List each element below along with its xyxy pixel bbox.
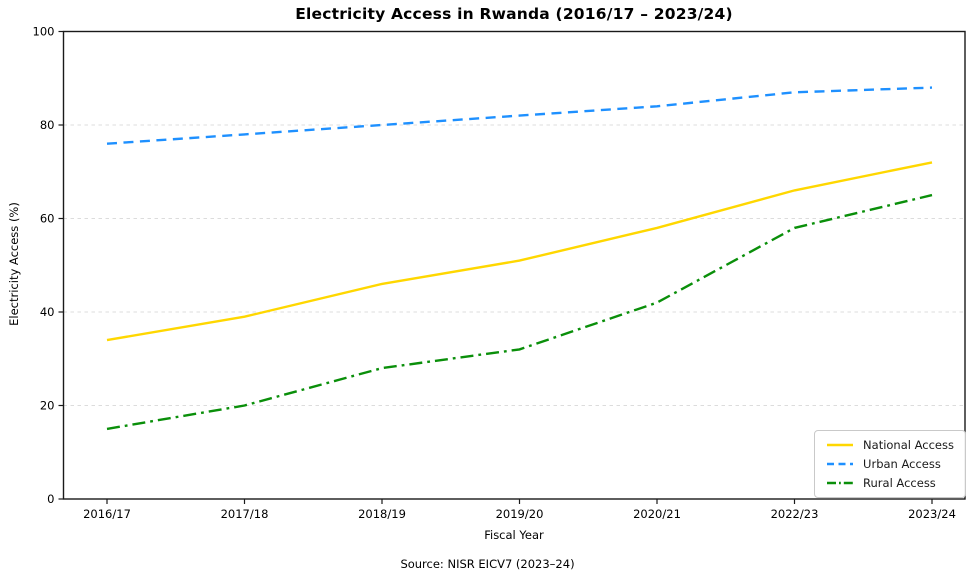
rural-access-line: [106, 193, 933, 431]
source-note: Source: NISR EICV7 (2023–24): [400, 557, 575, 571]
legend-line-sample-national: [827, 443, 854, 447]
y-axis-label: Electricity Access (%): [7, 202, 21, 326]
y-tick-label: 80: [40, 118, 55, 132]
x-tick-label: 2019/20: [496, 507, 544, 521]
x-tick-label: 2017/18: [221, 507, 269, 521]
legend-item-national: National Access: [825, 438, 954, 452]
y-tick-label: 0: [47, 492, 54, 506]
legend-label: Urban Access: [863, 457, 941, 471]
legend-line-sample-rural: [827, 481, 854, 485]
legend-label: National Access: [863, 438, 954, 452]
legend-label: Rural Access: [863, 476, 936, 490]
y-tick-label: 20: [40, 399, 55, 413]
legend-item-rural: Rural Access: [825, 476, 954, 490]
plot-border: [62, 30, 966, 500]
legend-item-urban: Urban Access: [825, 457, 954, 471]
legend: National Access Urban Access Rural Acces…: [814, 430, 966, 498]
x-tick-label: 2020/21: [633, 507, 681, 521]
x-tick-label: 2018/19: [358, 507, 406, 521]
x-tick-label: 2023/24: [908, 507, 956, 521]
y-tick-label: 60: [40, 212, 55, 226]
legend-line-sample-urban: [827, 462, 854, 466]
chart-title: Electricity Access in Rwanda (2016/17 – …: [295, 5, 733, 23]
y-tick-label: 100: [33, 25, 55, 39]
urban-access-line: [106, 86, 933, 145]
x-tick-label: 2022/23: [771, 507, 819, 521]
x-tick-label: 2016/17: [83, 507, 131, 521]
national-access-line: [106, 161, 933, 342]
y-tick-label: 40: [40, 305, 55, 319]
x-axis-label: Fiscal Year: [484, 528, 544, 542]
